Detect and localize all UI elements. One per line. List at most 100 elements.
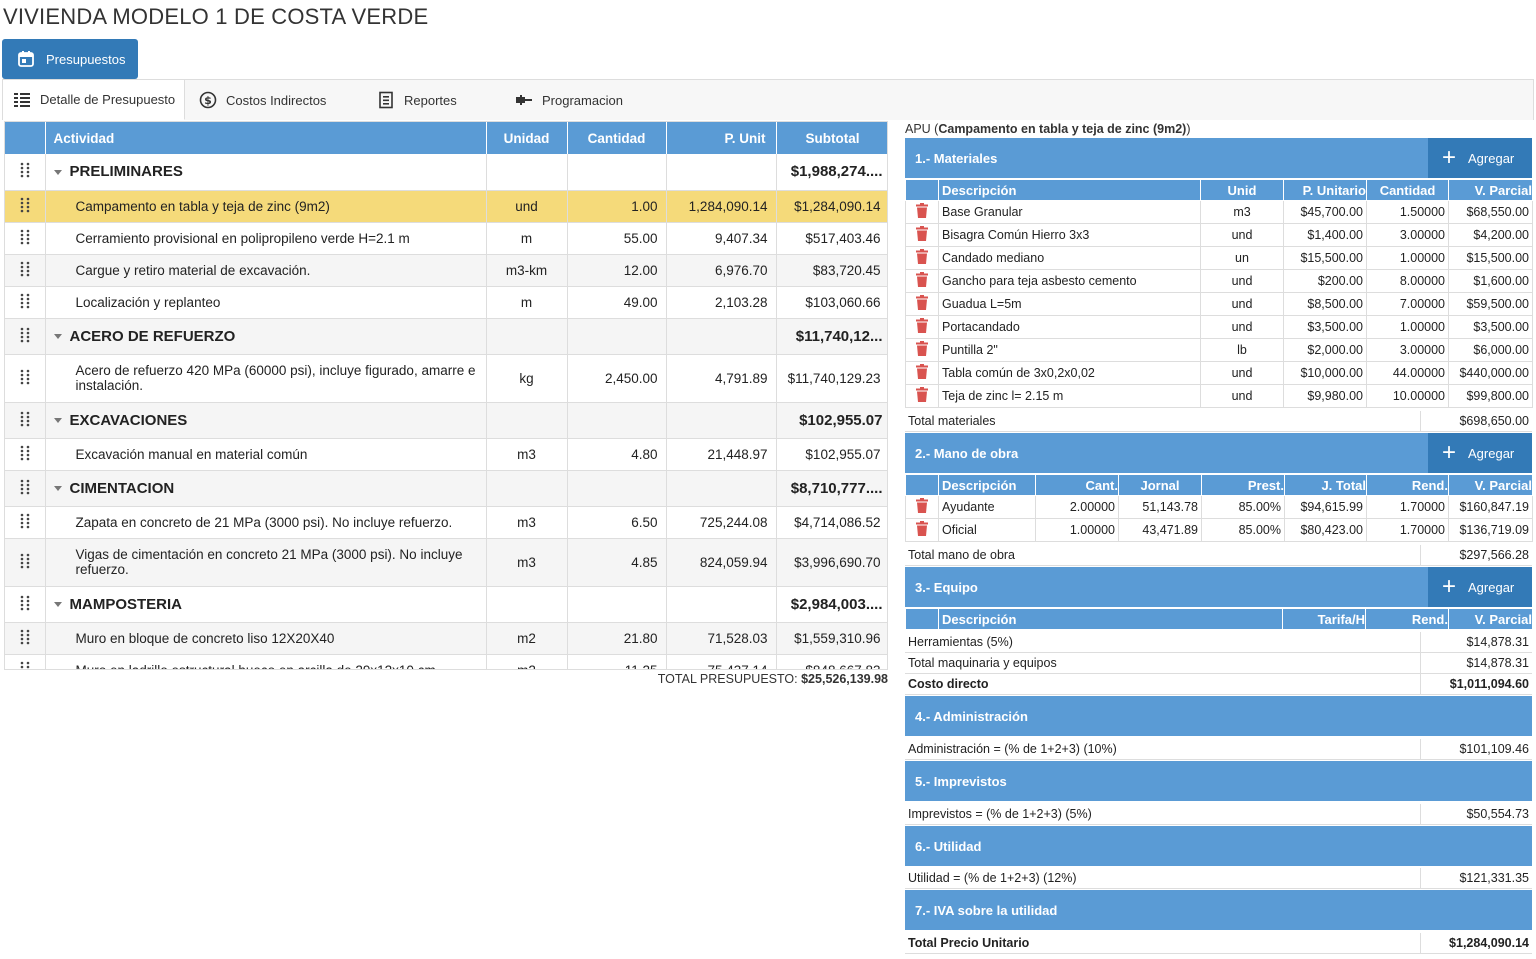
delete-trash-icon[interactable]	[905, 292, 939, 316]
item-unit[interactable]: m3	[486, 538, 568, 587]
item-description[interactable]: Zapata en concreto de 21 MPa (3000 psi).…	[45, 506, 487, 539]
delete-trash-icon[interactable]	[905, 361, 939, 385]
group-row[interactable]: ACERO DE REFUERZO $11,740,12...	[5, 318, 887, 355]
item-unit[interactable]: m3	[486, 506, 568, 539]
material-row[interactable]: Candado mediano un $15,500.00 1.00000 $15,50…	[905, 246, 1533, 270]
delete-trash-icon[interactable]	[905, 518, 939, 542]
material-row[interactable]: Base Granular m3 $45,700.00 1.50000 $68,550.…	[905, 200, 1533, 224]
drag-handle-icon[interactable]	[5, 438, 46, 471]
material-row[interactable]: Guadua L=5m und $8,500.00 7.00000 $59,500.00	[905, 292, 1533, 316]
group-name-cell[interactable]: EXCAVACIONES	[45, 402, 487, 439]
material-row[interactable]: Portacandado und $3,500.00 1.00000 $3,500.00	[905, 315, 1533, 339]
item-quantity[interactable]: 49.00	[567, 286, 667, 319]
col-p-unit[interactable]: P. Unit	[666, 122, 777, 154]
item-description[interactable]: Acero de refuerzo 420 MPa (60000 psi), i…	[45, 354, 487, 403]
drag-handle-icon[interactable]	[5, 354, 46, 403]
drag-handle-icon[interactable]	[5, 402, 46, 439]
item-description[interactable]: Cargue y retiro material de excavación.	[45, 254, 487, 287]
item-unit[interactable]: m2	[486, 622, 568, 655]
item-quantity[interactable]: 4.80	[567, 438, 667, 471]
item-description[interactable]: Localización y replanteo	[45, 286, 487, 319]
group-name-cell[interactable]: PRELIMINARES	[45, 154, 487, 191]
group-name-cell[interactable]: MAMPOSTERIA	[45, 586, 487, 623]
tab-detalle-presupuesto[interactable]: Detalle de Presupuesto	[3, 80, 185, 120]
mat-cantidad[interactable]: 1.50000	[1366, 200, 1449, 224]
drag-handle-icon[interactable]	[5, 286, 46, 319]
item-row[interactable]: Zapata en concreto de 21 MPa (3000 psi).…	[5, 506, 887, 539]
item-row[interactable]: Muro en ladrillo estructural hueco en ar…	[5, 654, 887, 669]
mat-cantidad[interactable]: 7.00000	[1366, 292, 1449, 316]
mat-cantidad[interactable]: 1.00000	[1366, 246, 1449, 270]
delete-trash-icon[interactable]	[905, 246, 939, 270]
delete-trash-icon[interactable]	[905, 200, 939, 224]
item-unit[interactable]: m	[486, 222, 568, 255]
item-quantity[interactable]: 12.00	[567, 254, 667, 287]
caret-down-icon[interactable]	[53, 486, 62, 492]
item-row[interactable]: Campamento en tabla y teja de zinc (9m2)…	[5, 190, 887, 223]
tab-costos-indirectos[interactable]: $ Costos Indirectos	[185, 80, 363, 120]
delete-trash-icon[interactable]	[905, 338, 939, 362]
mat-cantidad[interactable]: 3.00000	[1366, 338, 1449, 362]
agregar-mano-obra-button[interactable]: + Agregar	[1428, 433, 1532, 473]
item-quantity[interactable]: 1.00	[567, 190, 667, 223]
item-row[interactable]: Excavación manual en material común m3 4.8…	[5, 438, 887, 471]
item-description[interactable]: Cerramiento provisional en polipropileno…	[45, 222, 487, 255]
item-row[interactable]: Cargue y retiro material de excavación. m…	[5, 254, 887, 287]
drag-handle-icon[interactable]	[5, 190, 46, 223]
col-subtotal[interactable]: Subtotal	[776, 122, 887, 154]
item-description[interactable]: Vigas de cimentación en concreto 21 MPa …	[45, 538, 487, 587]
mo-cant[interactable]: 2.00000	[1035, 495, 1119, 519]
drag-handle-icon[interactable]	[5, 318, 46, 355]
item-quantity[interactable]: 6.50	[567, 506, 667, 539]
mat-cantidad[interactable]: 1.00000	[1366, 315, 1449, 339]
item-description[interactable]: Muro en ladrillo estructural hueco en ar…	[45, 654, 487, 669]
item-row[interactable]: Vigas de cimentación en concreto 21 MPa …	[5, 538, 887, 587]
item-unit[interactable]: m3-km	[486, 254, 568, 287]
material-row[interactable]: Tabla común de 3x0,2x0,02 und $10,000.00 44…	[905, 361, 1533, 385]
agregar-materiales-button[interactable]: + Agregar	[1428, 138, 1532, 178]
item-row[interactable]: Cerramiento provisional en polipropileno…	[5, 222, 887, 255]
drag-handle-icon[interactable]	[5, 470, 46, 507]
caret-down-icon[interactable]	[53, 418, 62, 424]
col-unidad[interactable]: Unidad	[486, 122, 568, 154]
group-row[interactable]: MAMPOSTERIA $2,984,003....	[5, 586, 887, 623]
drag-handle-icon[interactable]	[5, 154, 46, 191]
mat-cantidad[interactable]: 44.00000	[1366, 361, 1449, 385]
tab-presupuestos[interactable]: Presupuestos	[2, 39, 138, 79]
drag-handle-icon[interactable]	[5, 506, 46, 539]
material-row[interactable]: Gancho para teja asbesto cemento und $200.…	[905, 269, 1533, 293]
group-row[interactable]: PRELIMINARES $1,988,274....	[5, 154, 887, 191]
material-row[interactable]: Teja de zinc l= 2.15 m und $9,980.00 10.000…	[905, 384, 1533, 408]
item-quantity[interactable]: 55.00	[567, 222, 667, 255]
col-actividad[interactable]: Actividad	[45, 122, 487, 154]
caret-down-icon[interactable]	[53, 170, 62, 176]
item-quantity[interactable]: 11.25	[567, 654, 667, 669]
group-name-cell[interactable]: CIMENTACION	[45, 470, 487, 507]
item-unit[interactable]: kg	[486, 354, 568, 403]
mat-cantidad[interactable]: 10.00000	[1366, 384, 1449, 408]
item-row[interactable]: Acero de refuerzo 420 MPa (60000 psi), i…	[5, 354, 887, 403]
material-row[interactable]: Puntilla 2" lb $2,000.00 3.00000 $6,000.00	[905, 338, 1533, 362]
agregar-equipo-button[interactable]: + Agregar	[1428, 567, 1532, 607]
caret-down-icon[interactable]	[53, 334, 62, 340]
material-row[interactable]: Bisagra Común Hierro 3x3 und $1,400.00 3.00…	[905, 223, 1533, 247]
item-row[interactable]: Muro en bloque de concreto liso 12X20X40…	[5, 622, 887, 655]
caret-down-icon[interactable]	[53, 602, 62, 608]
drag-handle-icon[interactable]	[5, 538, 46, 587]
drag-handle-icon[interactable]	[5, 222, 46, 255]
delete-trash-icon[interactable]	[905, 315, 939, 339]
item-unit[interactable]: und	[486, 190, 568, 223]
delete-trash-icon[interactable]	[905, 269, 939, 293]
item-unit[interactable]: m3	[486, 438, 568, 471]
delete-trash-icon[interactable]	[905, 495, 939, 519]
item-description[interactable]: Muro en bloque de concreto liso 12X20X40	[45, 622, 487, 655]
drag-handle-icon[interactable]	[5, 622, 46, 655]
tab-reportes[interactable]: Reportes	[363, 80, 503, 120]
item-description[interactable]: Campamento en tabla y teja de zinc (9m2)	[45, 190, 487, 223]
item-row[interactable]: Localización y replanteo m 49.00 2,103.28 $1…	[5, 286, 887, 319]
mano-obra-row[interactable]: Ayudante 2.00000 51,143.78 85.00% $94,615.99…	[905, 495, 1533, 519]
item-unit[interactable]: m	[486, 286, 568, 319]
mo-rend[interactable]: 1.70000	[1366, 518, 1449, 542]
mo-cant[interactable]: 1.00000	[1035, 518, 1119, 542]
drag-handle-icon[interactable]	[5, 586, 46, 623]
